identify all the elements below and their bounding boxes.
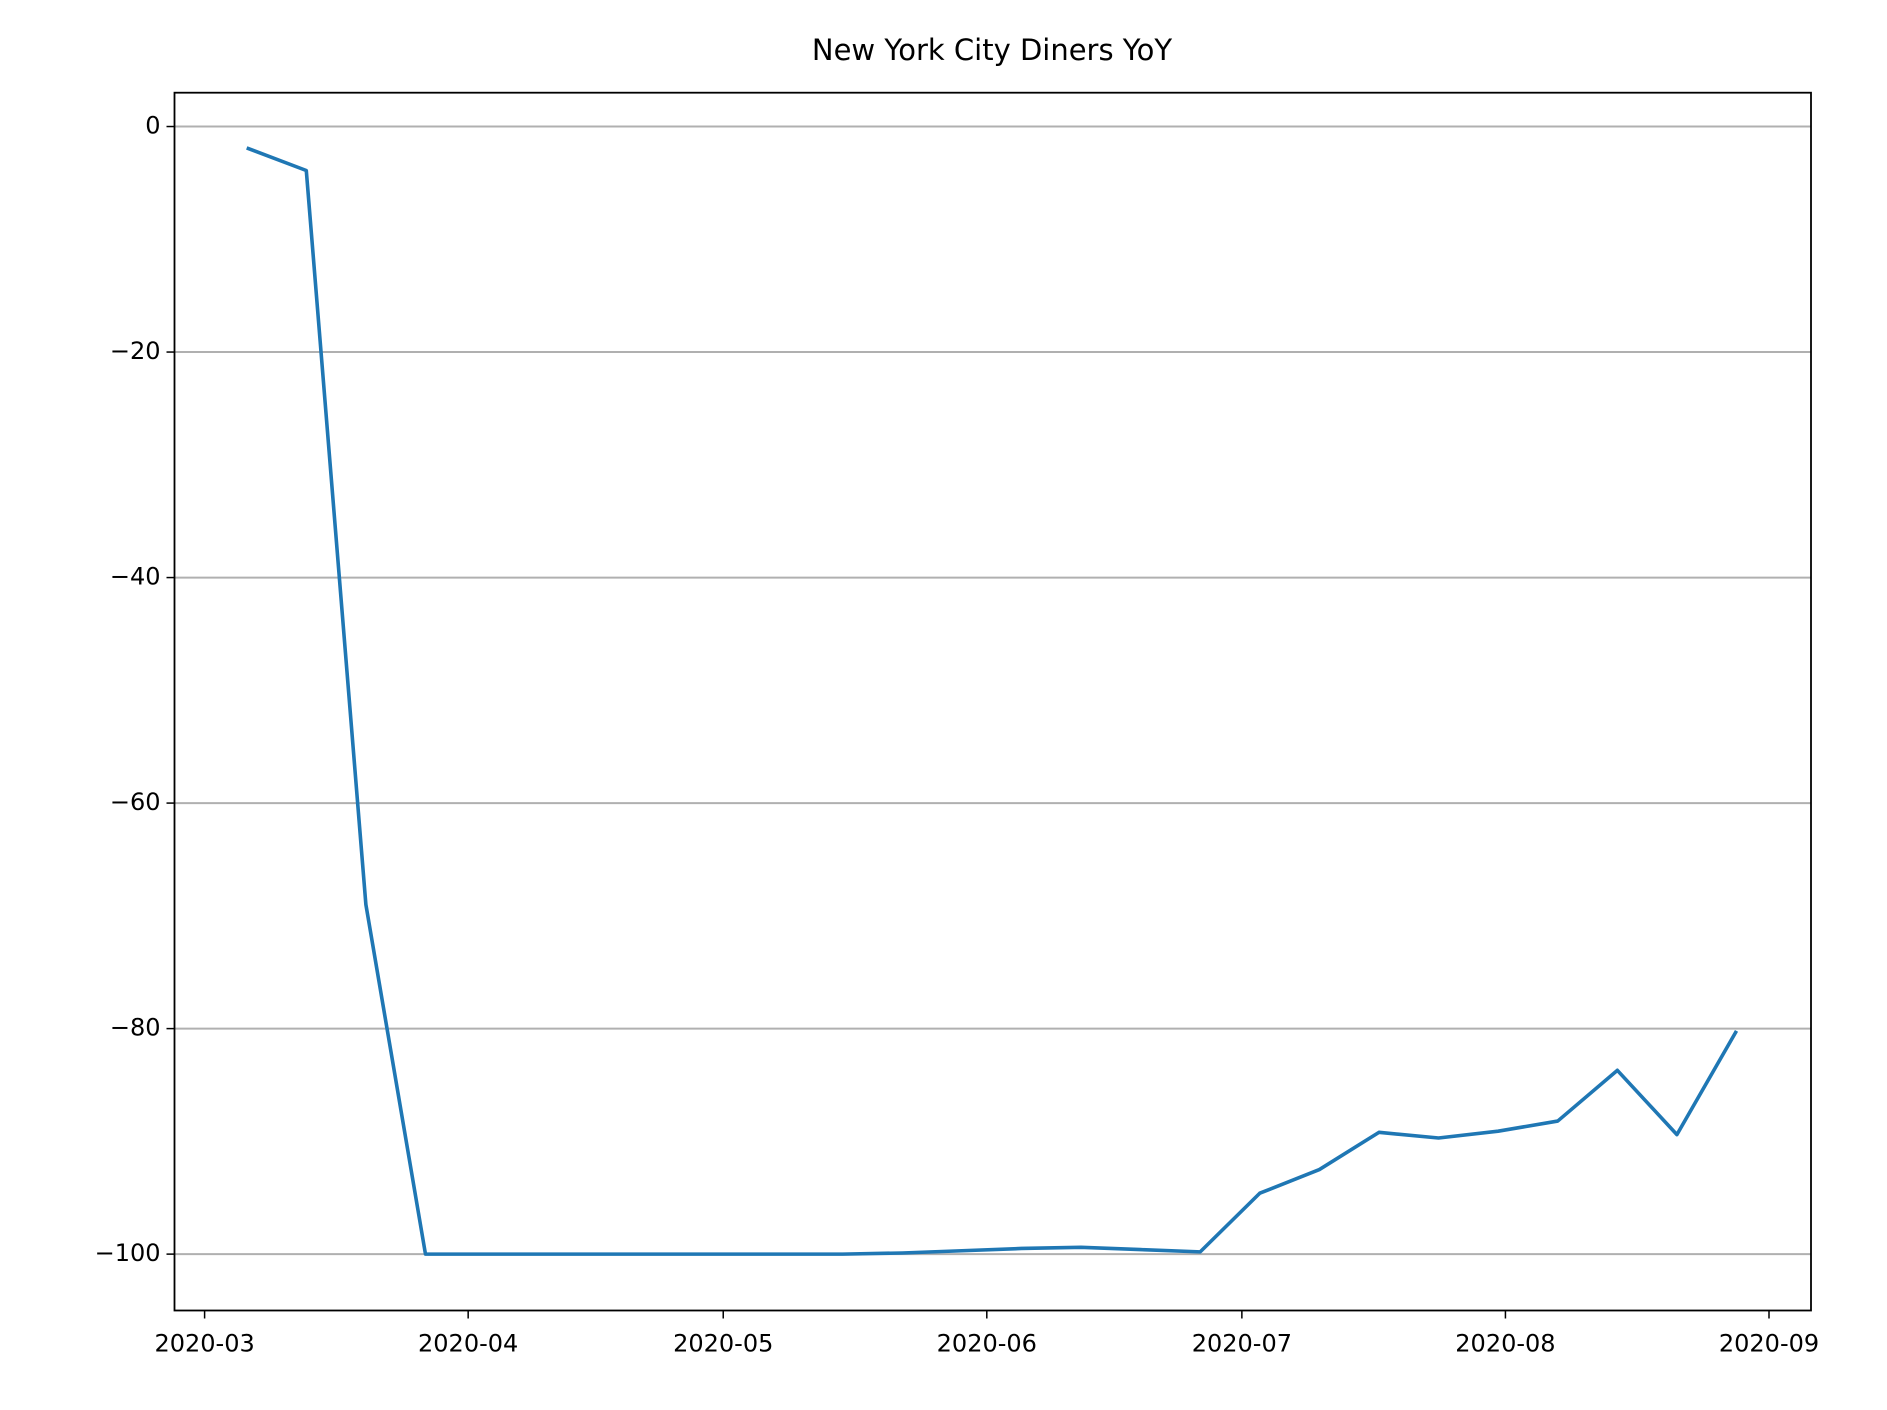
- y-tick-label: −60: [110, 788, 161, 816]
- x-tick-label: 2020-06: [937, 1330, 1037, 1358]
- x-tick-label: 2020-04: [418, 1330, 518, 1358]
- chart-title: New York City Diners YoY: [812, 33, 1173, 67]
- plot-frame: [173, 91, 1812, 1312]
- y-tick-label: 0: [145, 112, 160, 140]
- x-tick-label: 2020-07: [1192, 1330, 1292, 1358]
- x-tick-label: 2020-05: [673, 1330, 773, 1358]
- x-tick-label: 2020-08: [1455, 1330, 1555, 1358]
- y-tick-label: −40: [110, 563, 161, 591]
- y-tick-label: −20: [110, 337, 161, 365]
- x-tick-label: 2020-09: [1719, 1330, 1819, 1358]
- y-tick-label: −100: [95, 1239, 161, 1267]
- data-line: [246, 146, 1739, 1256]
- y-tick-label: −80: [110, 1014, 161, 1042]
- x-tick-label: 2020-03: [154, 1330, 254, 1358]
